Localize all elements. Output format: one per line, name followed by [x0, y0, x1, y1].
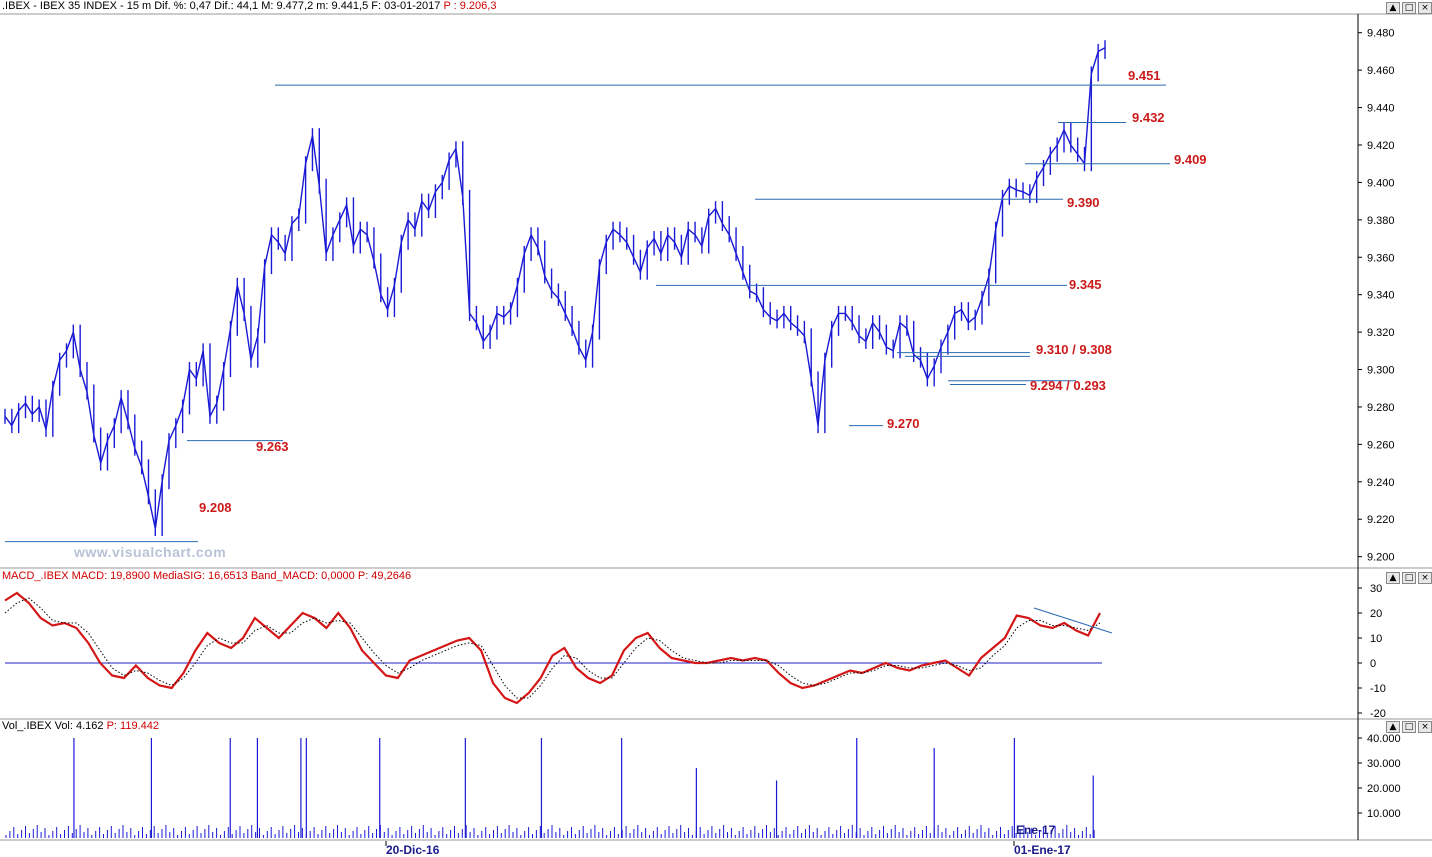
level-label: 9.451: [1128, 68, 1161, 83]
volume-header: Vol_.IBEX Vol: 4.162 P: 119.442: [2, 720, 159, 732]
volume-panel-buttons: ▲ □ ×: [1386, 721, 1432, 733]
macd-y-tick-label: 20: [1370, 608, 1382, 620]
x-axis-label: 20-Dic-16: [386, 843, 440, 857]
close-icon[interactable]: ×: [1418, 721, 1432, 733]
restore-icon[interactable]: □: [1402, 721, 1416, 733]
macd-trendline: [1033, 607, 1113, 634]
arrow-up-icon[interactable]: ▲: [1386, 572, 1400, 584]
macd-y-tick-label: 0: [1370, 658, 1376, 670]
macd-y-tick-label: -20: [1370, 708, 1386, 720]
price-panel-buttons: ▲ □ ×: [1386, 2, 1432, 14]
macd-info: MACD_.IBEX MACD: 19,8900 MediaSIG: 16,65…: [2, 570, 355, 582]
close-icon[interactable]: ×: [1418, 2, 1432, 14]
volume-y-tick-label: 20.000: [1367, 783, 1401, 795]
volume-y-tick-label: 30.000: [1367, 758, 1401, 770]
price-y-tick-label: 9.360: [1367, 252, 1395, 264]
price-header: .IBEX - IBEX 35 INDEX - 15 m Dif. %: 0,4…: [2, 0, 496, 12]
close-icon[interactable]: ×: [1418, 572, 1432, 584]
arrow-up-icon[interactable]: ▲: [1386, 2, 1400, 14]
level-label: 9.208: [199, 500, 232, 515]
price-y-tick-label: 9.480: [1367, 28, 1395, 40]
macd-signal-line: [4, 597, 1101, 699]
macd-panel-buttons: ▲ □ ×: [1386, 572, 1432, 584]
price-series-line: [4, 47, 1106, 529]
price-p: P : 9.206,3: [443, 0, 497, 12]
price-y-tick-label: 9.460: [1367, 65, 1395, 77]
macd-header: MACD_.IBEX MACD: 19,8900 MediaSIG: 16,65…: [2, 570, 411, 582]
price-y-tick-label: 9.320: [1367, 327, 1395, 339]
macd-y-tick-label: 10: [1370, 633, 1382, 645]
price-y-tick-label: 9.380: [1367, 215, 1395, 227]
price-y-tick-label: 9.420: [1367, 140, 1395, 152]
price-y-tick-label: 9.260: [1367, 439, 1395, 451]
price-y-tick-label: 9.440: [1367, 103, 1395, 115]
level-label: 9.432: [1132, 110, 1165, 125]
price-y-tick-label: 9.200: [1367, 552, 1395, 564]
arrow-up-icon[interactable]: ▲: [1386, 721, 1400, 733]
price-y-tick-label: 9.240: [1367, 477, 1395, 489]
vol-p: P: 119.442: [106, 720, 159, 732]
restore-icon[interactable]: □: [1402, 572, 1416, 584]
level-label: 9.409: [1174, 152, 1207, 167]
price-y-tick-label: 9.280: [1367, 402, 1395, 414]
macd-y-tick-label: -10: [1370, 683, 1386, 695]
watermark: www.visualchart.com: [74, 544, 227, 560]
level-label: 9.294 / 0.293: [1030, 378, 1106, 393]
macd-y-tick-label: 30: [1370, 583, 1382, 595]
level-label: 9.263: [256, 439, 289, 454]
volume-y-tick-label: 10.000: [1367, 808, 1401, 820]
volume-y-tick-label: 40.000: [1367, 733, 1401, 745]
price-y-tick-label: 9.220: [1367, 514, 1395, 526]
restore-icon[interactable]: □: [1402, 2, 1416, 14]
macd-line: [4, 591, 1101, 705]
x-axis-label: 01-Ene-17: [1014, 843, 1071, 857]
price-y-tick-label: 9.300: [1367, 365, 1395, 377]
macd-p: P: 49,2646: [357, 570, 412, 582]
vol-info: Vol_.IBEX Vol: 4.162: [2, 720, 104, 732]
price-y-tick-label: 9.340: [1367, 290, 1395, 302]
level-label: 9.270: [887, 416, 920, 431]
level-label: 9.345: [1069, 277, 1102, 292]
volume-inner-label: Ene-17: [1016, 823, 1056, 837]
price-y-tick-label: 9.400: [1367, 177, 1395, 189]
price-info: .IBEX - IBEX 35 INDEX - 15 m Dif. %: 0,4…: [2, 0, 441, 12]
level-label: 9.390: [1067, 195, 1100, 210]
level-label: 9.310 / 9.308: [1036, 342, 1112, 357]
